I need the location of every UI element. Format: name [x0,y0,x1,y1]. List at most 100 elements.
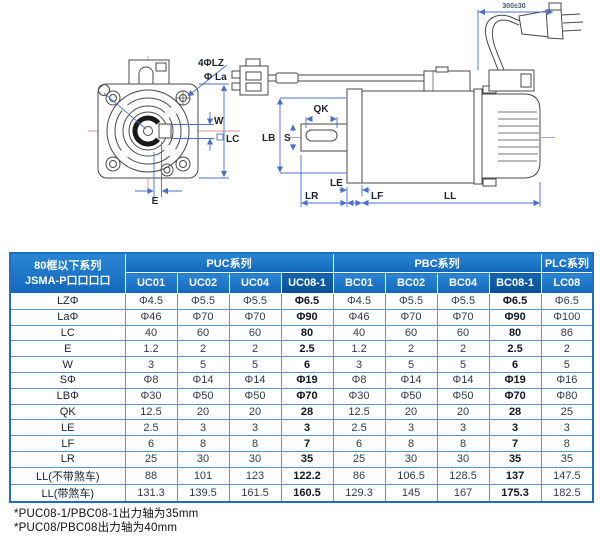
spec-cell: Φ19 [280,371,334,389]
spec-cell: 20 [436,403,490,421]
spec-cell: 80 [280,324,334,342]
row-label: E [9,340,126,358]
spec-cell: Φ70 [228,308,282,326]
spec-row: SΦ Φ8 Φ14 Φ14 Φ19 Φ8 Φ14 Φ14 Φ19 Φ16 [9,371,594,389]
spec-cell: 3 [332,356,386,373]
spec-cell: Φ50 [436,387,490,405]
spec-cell: 25 [540,403,594,421]
row-label: LaΦ [9,308,126,326]
spec-cell: 6 [488,356,542,373]
spec-cell: 6 [124,435,178,452]
model-col-bc01: BC01 [332,272,386,294]
row-label: LZΦ [9,293,126,310]
spec-cell: 40 [124,324,178,342]
spec-table: 80框以下系列 JSMA-P口口口口 PUC系列 PBC系列 PLC系列 UC0… [9,252,595,503]
spec-cell: 2 [384,340,438,358]
series-plc: PLC系列 [540,252,594,273]
spec-cell: 8 [176,435,230,452]
spec-cell: 2.5 [280,340,334,358]
footnote-2: *PUC08/PBC08出力轴为40mm [14,522,178,534]
power-cable [484,2,584,92]
spec-cell: Φ5.5 [176,293,230,310]
spec-cell: 5 [540,356,594,373]
bolt-holes [98,84,191,177]
model-col-uc02: UC02 [176,272,230,294]
dim-label-le: LE [330,178,343,189]
spec-cell: 60 [228,324,282,342]
spec-cell: Φ19 [488,371,542,389]
spec-cell: 30 [228,450,282,468]
spec-cell: 161.5 [228,483,282,503]
spec-cell: 5 [228,356,282,373]
spec-cell: 6 [280,356,334,373]
spec-row: E 1.2 2 2 2.5 1.2 2 2 2.5 2 [9,340,594,358]
row-label: LL(带煞车) [9,483,126,503]
spec-cell: 25 [332,450,386,468]
spec-cell: 2 [540,340,594,358]
row-label: LR [9,450,126,468]
spec-cell: 160.5 [280,483,334,503]
spec-cell: Φ4.5 [332,293,386,310]
spec-cell: 3 [384,419,438,437]
dim-label-w: W [214,116,224,127]
model-col-bc02: BC02 [384,272,438,294]
spec-cell: 20 [384,403,438,421]
row-label: QK [9,403,126,421]
spec-cell: 7 [280,435,334,452]
spec-cell: Φ70 [488,387,542,405]
spec-cell: 145 [384,483,438,503]
row-label: LF [9,435,126,452]
spec-row: LL(不带煞车) 88 101 123 122.2 86 106.5 128.5 137 147.… [9,466,594,485]
spec-cell: 86 [540,324,594,342]
spec-cell: 147.5 [540,466,594,485]
spec-cell: 123 [228,466,282,485]
spec-cell: 128.5 [436,466,490,485]
spec-cell: 129.3 [332,483,386,503]
dim-label-lc: LC [226,134,239,145]
spec-cell: Φ50 [228,387,282,405]
row-label: LE [9,419,126,437]
spec-cell: Φ70 [384,308,438,326]
spec-cell: Φ70 [176,308,230,326]
corner-header: 80框以下系列 JSMA-P口口口口 [9,252,126,294]
dimension-drawing: 4ΦLZ Φ La W LC E [88,2,584,207]
spec-cell: 3 [488,419,542,437]
dim-label-e: E [152,196,159,207]
spec-cell: 2.5 [124,419,178,437]
spec-cell: 3 [124,356,178,373]
model-col-uc08-1: UC08-1 [280,272,334,294]
spec-cell: 175.3 [488,483,542,503]
spec-cell: 2 [228,340,282,358]
spec-cell: 25 [124,450,178,468]
spec-cell: 30 [384,450,438,468]
spec-cell: 1.2 [332,340,386,358]
spec-cell: 35 [488,450,542,468]
spec-cell: Φ6.5 [488,293,542,310]
row-label: LL(不带煞车) [9,466,126,485]
spec-cell: 137 [488,466,542,485]
spec-cell: 86 [332,466,386,485]
spec-cell: Φ80 [540,387,594,405]
spec-cell: Φ100 [540,308,594,326]
spec-cell: 28 [280,403,334,421]
spec-row: QK 12.5 20 20 28 12.5 20 20 28 25 [9,403,594,421]
spec-cell: 8 [228,435,282,452]
model-col-uc04: UC04 [228,272,282,294]
spec-cell: Φ90 [280,308,334,326]
dim-label-s: S [284,133,291,144]
spec-cell: 7 [488,435,542,452]
spec-cell: 6 [332,435,386,452]
spec-cell: 12.5 [124,403,178,421]
footnote-1: *PUC08-1/PBC08-1出力轴为35mm [14,508,199,520]
spec-cell: Φ4.5 [124,293,178,310]
series-pbc: PBC系列 [332,252,542,273]
spec-cell: 167 [436,483,490,503]
spec-cell: 101 [176,466,230,485]
spec-cell: Φ6.5 [280,293,334,310]
spec-cell: 20 [176,403,230,421]
series-header-row: 80框以下系列 JSMA-P口口口口 PUC系列 PBC系列 PLC系列 [9,252,594,294]
spec-row: LL(带煞车) 131.3 139.5 161.5 160.5 129.3 145 167 17… [9,483,594,503]
spec-cell: Φ50 [384,387,438,405]
model-col-uc01: UC01 [124,272,178,294]
